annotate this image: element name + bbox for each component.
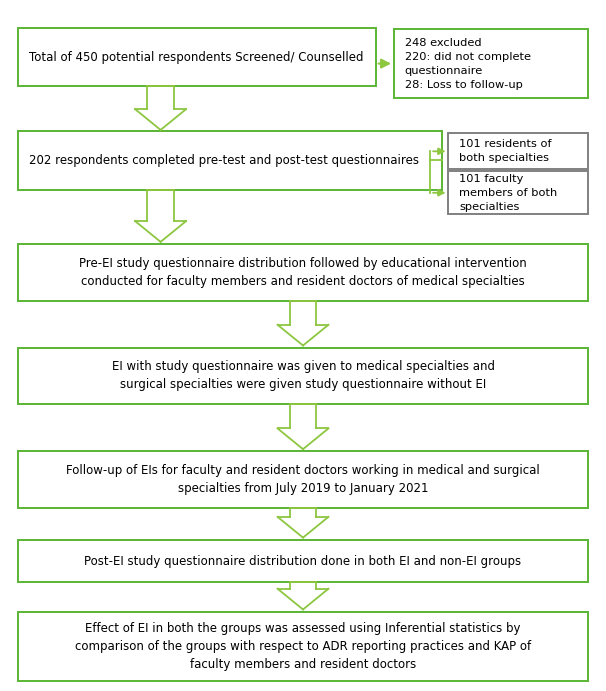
Text: Follow-up of EIs for faculty and resident doctors working in medical and surgica: Follow-up of EIs for faculty and residen…	[66, 464, 540, 495]
Text: 248 excluded
220: did not complete
questionnaire
28: Loss to follow-up: 248 excluded 220: did not complete quest…	[405, 37, 531, 90]
Text: EI with study questionnaire was given to medical specialties and
surgical specia: EI with study questionnaire was given to…	[112, 361, 494, 391]
Text: Total of 450 potential respondents Screened/ Counselled: Total of 450 potential respondents Scree…	[29, 50, 364, 64]
Text: Pre-EI study questionnaire distribution followed by educational intervention
con: Pre-EI study questionnaire distribution …	[79, 257, 527, 287]
Text: Post-EI study questionnaire distribution done in both EI and non-EI groups: Post-EI study questionnaire distribution…	[84, 555, 522, 567]
FancyBboxPatch shape	[18, 540, 588, 582]
FancyBboxPatch shape	[394, 29, 588, 98]
Text: Effect of EI in both the groups was assessed using Inferential statistics by
com: Effect of EI in both the groups was asse…	[75, 622, 531, 670]
FancyBboxPatch shape	[18, 244, 588, 301]
FancyBboxPatch shape	[18, 28, 376, 86]
FancyBboxPatch shape	[18, 131, 442, 190]
Text: 101 residents of
both specialties: 101 residents of both specialties	[459, 140, 552, 163]
FancyBboxPatch shape	[448, 171, 588, 214]
FancyBboxPatch shape	[18, 348, 588, 404]
FancyBboxPatch shape	[18, 451, 588, 508]
FancyBboxPatch shape	[18, 612, 588, 681]
FancyBboxPatch shape	[448, 133, 588, 169]
Text: 101 faculty
members of both
specialties: 101 faculty members of both specialties	[459, 174, 558, 211]
Text: 202 respondents completed pre-test and post-test questionnaires: 202 respondents completed pre-test and p…	[29, 154, 419, 167]
